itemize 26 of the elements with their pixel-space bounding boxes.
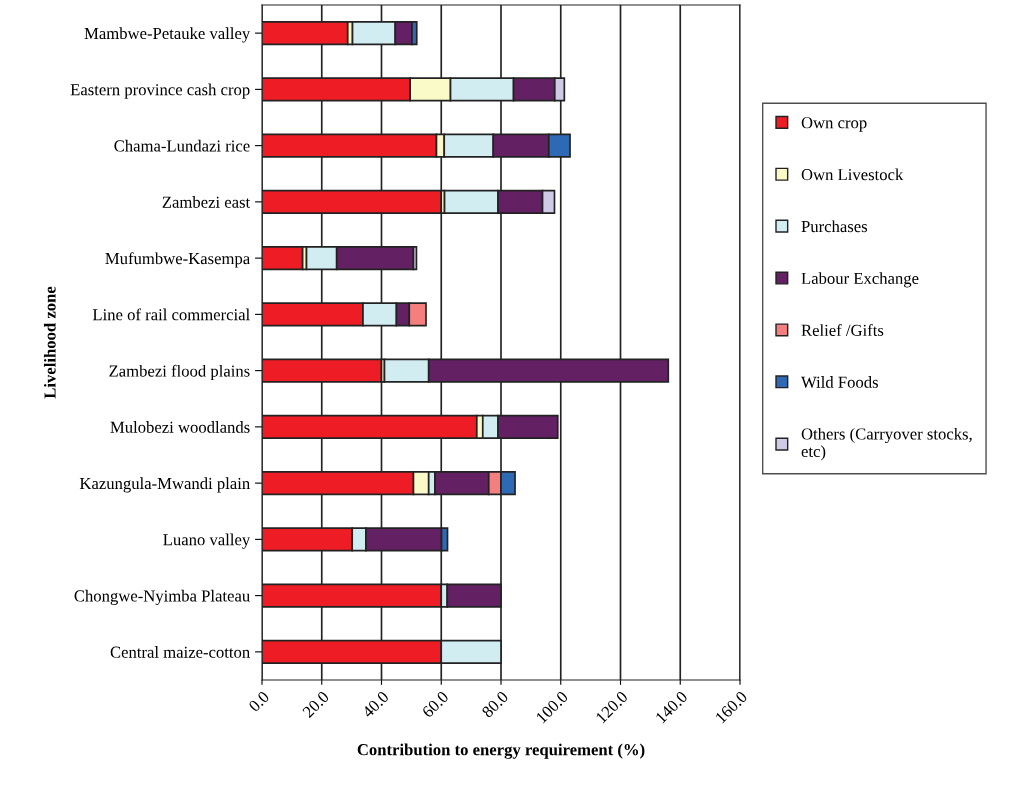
y-tick-label: Zambezi east [162, 196, 251, 208]
x-tick-label: 40.0 [361, 690, 390, 719]
y-tick-label: Mambwe-Petauke valley [84, 27, 251, 43]
legend-label: Own crop [801, 117, 867, 132]
y-tick-label: Luano valley [163, 533, 251, 549]
x-tick-label: 80.0 [481, 690, 509, 719]
x-tick-label: 0.0 [248, 690, 270, 713]
x-tick-label: 20.0 [301, 690, 330, 719]
y-tick-label: Kazungula-Mwandi plain [79, 477, 250, 493]
y-tick-label: Line of rail commercial [92, 308, 250, 321]
legend-label: Wild Foods [801, 376, 878, 388]
y-axis-title: Livelihood zone [43, 286, 56, 399]
y-tick-label: Chama-Lundazi rice [114, 139, 250, 152]
y-tick-label: Zambezi flood plains [109, 364, 250, 381]
x-axis-title: Contribution to energy requirement (%) [357, 743, 645, 759]
y-tick-label: Central maize-cotton [110, 646, 250, 658]
y-tick-label: Chongwe-Nyimba Plateau [74, 589, 250, 605]
x-tick-label: 60.0 [421, 690, 450, 719]
legend-label: Own Livestock [801, 168, 904, 181]
y-tick-label: Eastern province cash crop [70, 83, 250, 99]
legend-label: Others (Carryover stocks, etc) [801, 427, 972, 461]
y-tick-label: Mufumbwe-Kasempa [105, 252, 250, 268]
legend-label: Labour Exchange [801, 272, 919, 288]
y-tick-label: Mulobezi woodlands [110, 421, 250, 433]
legend-label: Purchases [801, 220, 868, 233]
legend-label: Relief /Gifts [801, 324, 884, 336]
